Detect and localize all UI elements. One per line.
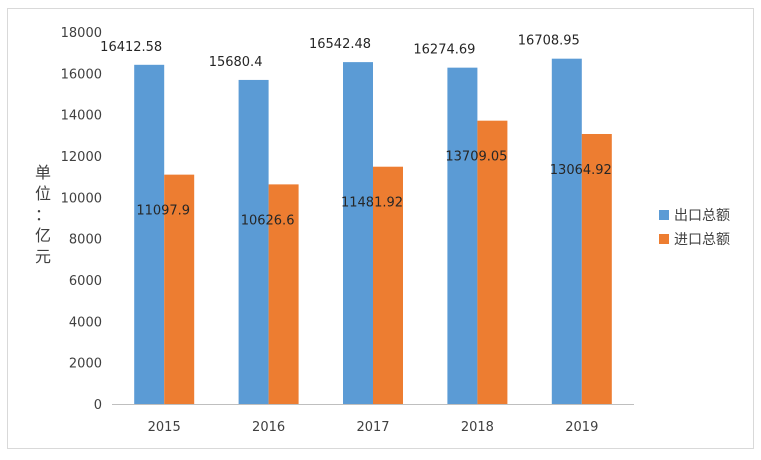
bar-export-2019: [551, 58, 582, 404]
y-tick-label: 8000: [69, 233, 102, 248]
legend-label-import: 进口总额: [674, 232, 730, 248]
data-label-export-2017: 16542.48: [309, 37, 371, 52]
x-axis-ticks: 2015 2016 2017 2018 2019: [148, 420, 599, 435]
data-label-export-2019: 16708.95: [518, 34, 580, 49]
bar-import-2017: [373, 166, 403, 404]
bar-export-2016: [238, 79, 269, 404]
y-tick-label: 4000: [69, 315, 102, 330]
bar-export-2017: [343, 62, 373, 405]
x-tick-label: 2017: [356, 420, 389, 435]
x-tick-label: 2016: [252, 420, 285, 435]
bar-export-2018: [447, 67, 478, 405]
y-axis-label: 单位：亿元: [35, 163, 51, 266]
x-tick-label: 2015: [148, 420, 181, 435]
bar-import-2015: [164, 174, 195, 404]
y-tick-label: 12000: [61, 150, 102, 165]
bar-import-2019: [581, 133, 612, 405]
bars: [134, 58, 612, 405]
data-label-export-2015: 16412.58: [100, 40, 162, 55]
data-label-import-2015: 11097.9: [136, 204, 190, 219]
y-tick-label: 10000: [61, 191, 102, 206]
legend-label-export: 出口总额: [674, 208, 730, 224]
x-tick-label: 2019: [565, 420, 598, 435]
y-tick-label: 14000: [61, 109, 102, 124]
y-tick-label: 18000: [61, 26, 102, 41]
y-tick-label: 16000: [61, 67, 102, 82]
data-label-export-2016: 15680.4: [209, 55, 263, 70]
y-axis-ticks: 0 2000 4000 6000 8000 10000 12000 14000 16000 180…: [61, 26, 102, 413]
data-label-import-2018: 13709.05: [445, 150, 507, 165]
data-label-import-2017: 11481.92: [341, 196, 403, 211]
bar-import-2018: [477, 120, 508, 405]
bar-import-2016: [268, 184, 299, 404]
data-label-export-2018: 16274.69: [413, 43, 475, 58]
y-axis-title: 单位：亿元: [35, 163, 51, 266]
legend-swatch-export: [659, 210, 669, 220]
y-tick-label: 0: [94, 398, 102, 413]
data-label-import-2019: 13064.92: [550, 163, 612, 178]
x-tick-label: 2018: [461, 420, 494, 435]
data-labels: 16412.58 11097.9 15680.4 10626.6 16542.48 114…: [100, 34, 612, 229]
bar-export-2015: [134, 64, 165, 405]
y-tick-label: 6000: [69, 274, 102, 289]
data-label-import-2016: 10626.6: [241, 213, 295, 228]
y-tick-label: 2000: [69, 357, 102, 372]
legend-swatch-import: [659, 234, 669, 244]
